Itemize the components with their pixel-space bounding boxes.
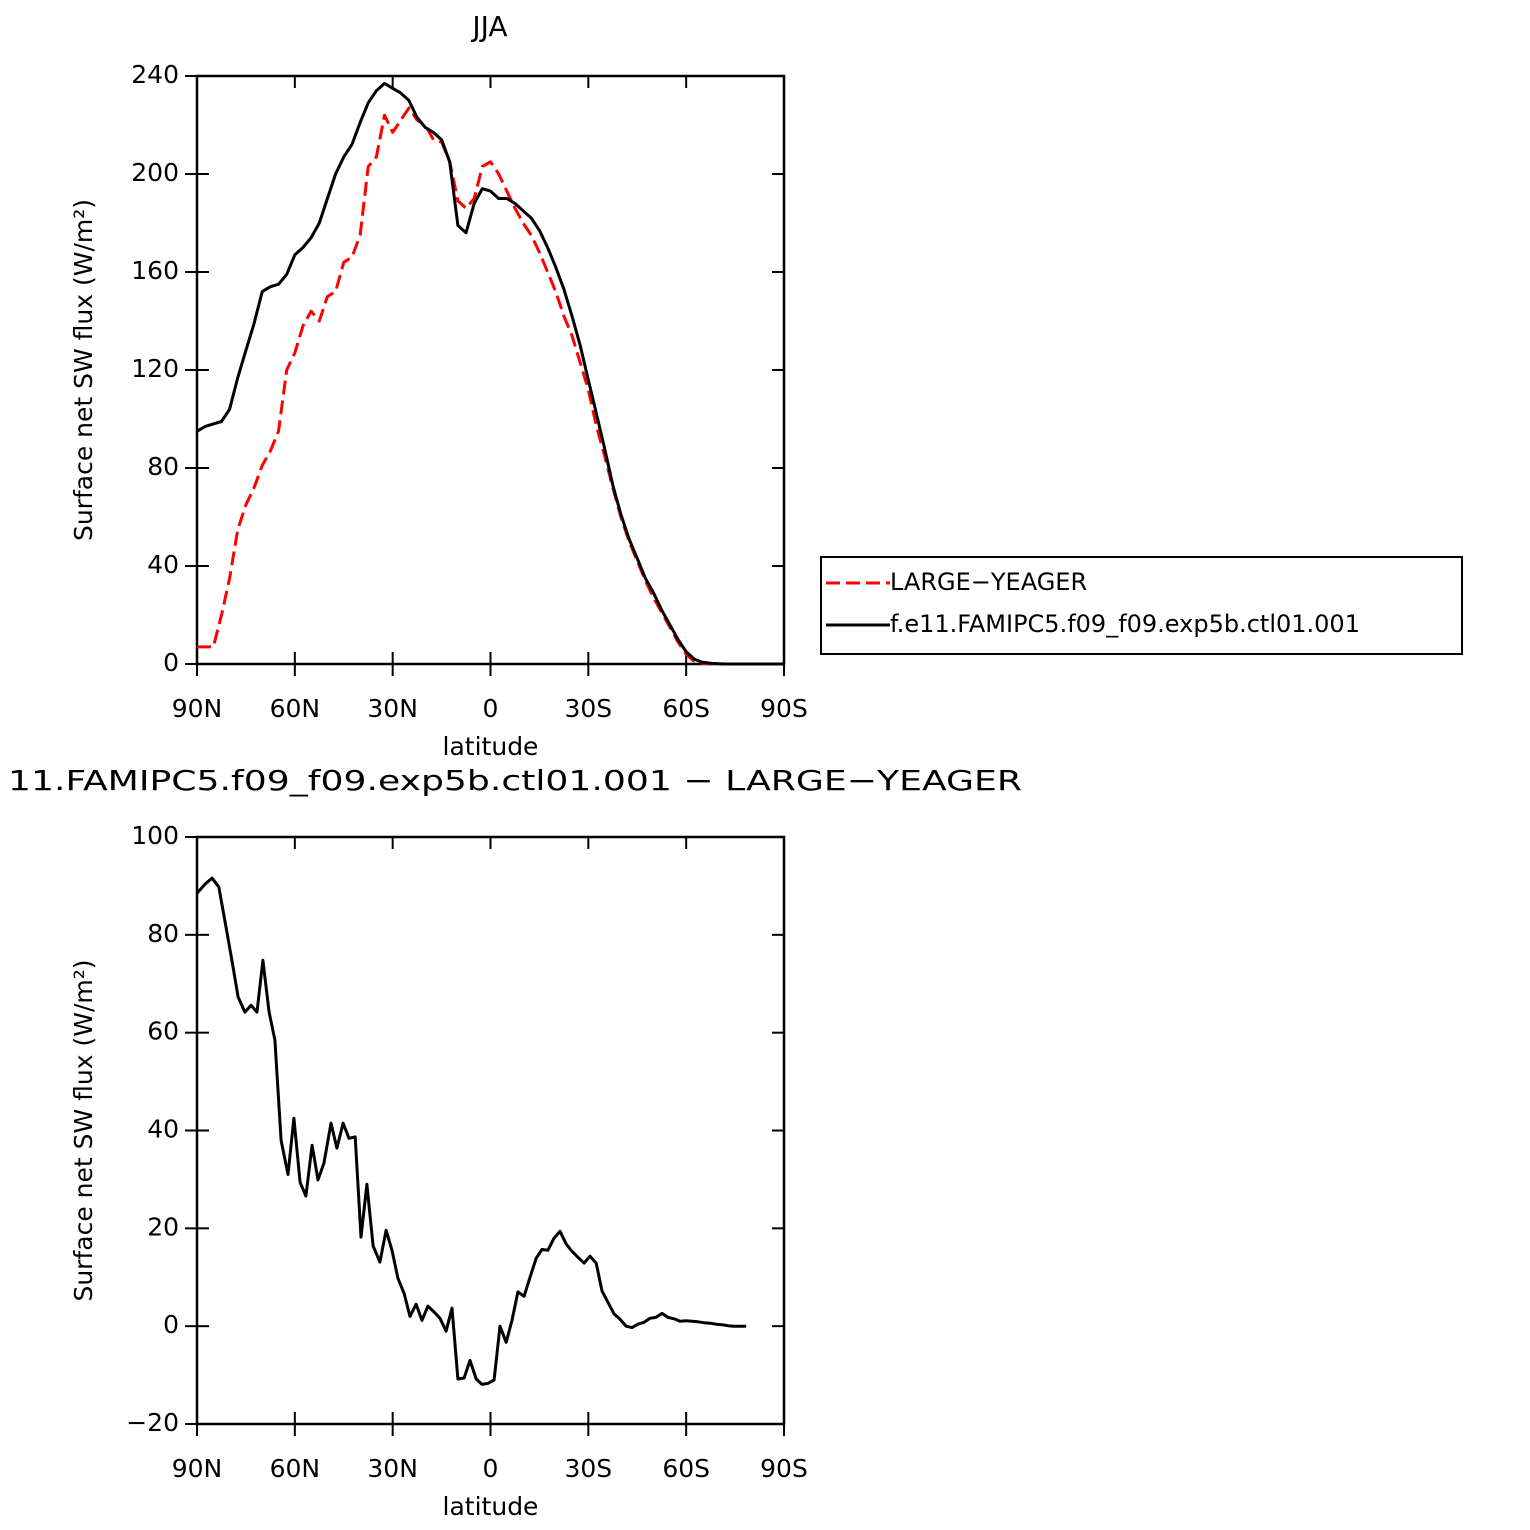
- series-line: [195, 876, 747, 1386]
- x-axis-label: latitude: [443, 732, 539, 761]
- legend-box: [820, 556, 1463, 655]
- x-tick-label: 90S: [760, 694, 808, 723]
- chart-title: 11.FAMIPC5.f09_f09.exp5b.ctl01.001 − LAR…: [8, 764, 1022, 797]
- series-line: [197, 106, 784, 666]
- legend-label: f.e11.FAMIPC5.f09_f09.exp5b.ctl01.001: [890, 610, 1360, 638]
- y-tick-label: 200: [131, 158, 179, 187]
- y-tick-label: 120: [131, 354, 179, 383]
- x-tick-label: 30N: [367, 1454, 418, 1483]
- y-axis-label: Surface net SW flux (W/m²): [69, 199, 98, 541]
- x-tick-label: 30N: [367, 694, 418, 723]
- legend: LARGE−YEAGER f.e11.FAMIPC5.f09_f09.exp5b.…: [820, 556, 1463, 655]
- x-tick-label: 90N: [172, 694, 223, 723]
- y-tick-label: 40: [147, 1115, 179, 1144]
- x-tick-label: 60N: [270, 1454, 321, 1483]
- y-tick-label: 100: [131, 821, 179, 850]
- x-tick-label: 30S: [564, 1454, 612, 1483]
- x-tick-label: 90S: [760, 1454, 808, 1483]
- y-tick-label: 80: [147, 919, 179, 948]
- chart-title: JJA: [470, 10, 507, 43]
- y-tick-label: −20: [126, 1408, 179, 1437]
- x-tick-label: 60S: [662, 694, 710, 723]
- x-axis-label: latitude: [443, 1492, 539, 1521]
- y-axis-label: Surface net SW flux (W/m²): [69, 959, 98, 1301]
- y-tick-label: 40: [147, 550, 179, 579]
- series-line: [196, 81, 784, 666]
- y-tick-label: 160: [131, 256, 179, 285]
- plot-frame: [195, 835, 786, 1426]
- x-tick-label: 0: [483, 694, 499, 723]
- y-tick-label: 80: [147, 452, 179, 481]
- x-tick-label: 0: [483, 1454, 499, 1483]
- x-tick-label: 30S: [564, 694, 612, 723]
- y-tick-label: 20: [147, 1212, 179, 1241]
- y-tick-label: 0: [163, 648, 179, 677]
- x-tick-label: 90N: [172, 1454, 223, 1483]
- x-tick-label: 60N: [270, 694, 321, 723]
- x-tick-label: 60S: [662, 1454, 710, 1483]
- legend-label: LARGE−YEAGER: [890, 568, 1087, 596]
- y-tick-label: 60: [147, 1017, 179, 1046]
- y-tick-label: 0: [163, 1310, 179, 1339]
- y-tick-label: 240: [131, 60, 179, 89]
